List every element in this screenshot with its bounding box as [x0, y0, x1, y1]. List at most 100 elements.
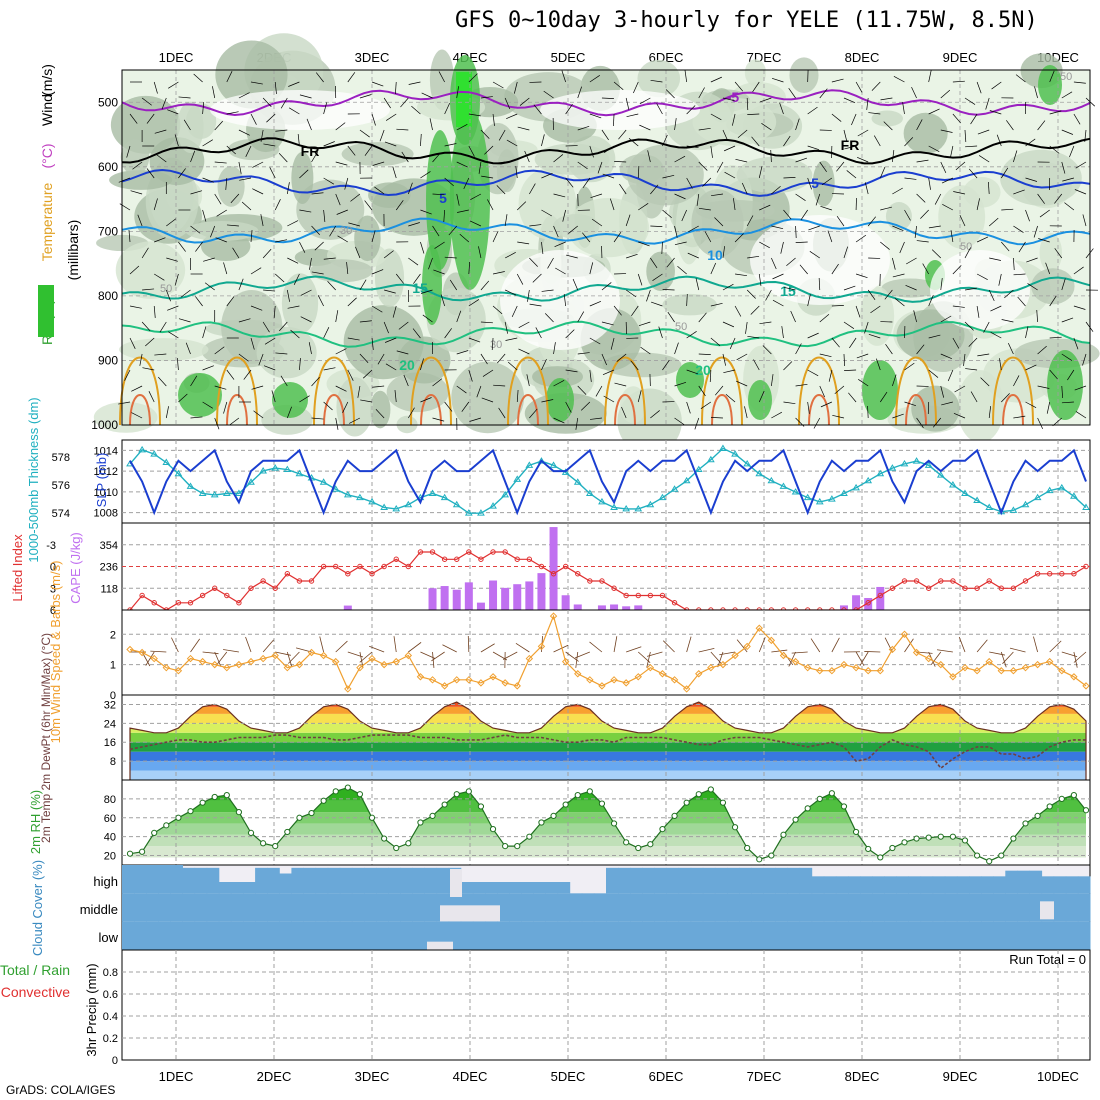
- wind-barb: [831, 337, 840, 348]
- cloud-low-bar: [569, 921, 583, 950]
- wind-barb: [1006, 120, 1014, 131]
- cloud-middle-bar: [932, 893, 946, 922]
- wind-speed-point: [319, 651, 328, 660]
- wind-barb: [590, 193, 603, 199]
- wind-barb: [758, 273, 762, 286]
- wind-barb: [638, 321, 651, 327]
- cloud-high-bar: [1005, 870, 1018, 894]
- cloud-middle-bar: [509, 893, 522, 922]
- wind-barb: [529, 224, 542, 227]
- wind-barb: [214, 161, 227, 164]
- cloud-high-bar: [981, 876, 994, 894]
- wind-barb: [311, 376, 320, 387]
- wind-barb: [601, 321, 614, 326]
- wind-barb: [432, 417, 445, 422]
- rh-low-shade: [540, 90, 700, 130]
- wind-barb: [1061, 401, 1074, 404]
- wind-barb: [662, 134, 668, 147]
- wind-barb: [940, 89, 951, 99]
- wind-barb: [626, 113, 639, 118]
- wind-barb: [371, 81, 384, 87]
- rh-point: [792, 816, 799, 823]
- wind-barb: [274, 273, 285, 283]
- wind-barb: [553, 193, 566, 198]
- wind-barb: [610, 198, 615, 211]
- cloud-high-bar: [557, 882, 571, 894]
- li-point: [998, 585, 1004, 591]
- contour-label: 15: [780, 283, 796, 299]
- wind-barb: [337, 235, 349, 243]
- wind-barb: [772, 299, 784, 307]
- wind-speed-point: [561, 657, 570, 666]
- cloud-low-bar: [1005, 921, 1018, 950]
- wind-barb: [275, 352, 288, 355]
- wind-barb: [493, 384, 506, 387]
- cloud-high-bar: [811, 876, 825, 894]
- wind-speed-point: [816, 667, 824, 675]
- wind-speed-point: [162, 663, 171, 672]
- rh-point: [139, 848, 146, 855]
- wind-barb: [287, 305, 300, 309]
- thickness-point: [513, 475, 522, 482]
- wind-speed-point: [392, 657, 400, 666]
- thickness-point: [331, 485, 340, 492]
- cloud-low-bar: [533, 921, 546, 950]
- cloud-middle-bar: [533, 893, 546, 922]
- wind-barb: [299, 209, 312, 213]
- thickness-point: [525, 461, 534, 468]
- wind-barb: [308, 342, 312, 355]
- thickness-point: [598, 497, 606, 505]
- wind-barb: [506, 113, 518, 120]
- wind-barb: [130, 190, 143, 195]
- wind-barb: [496, 185, 506, 195]
- wind-barb: [1061, 91, 1073, 99]
- rh-point: [126, 850, 134, 857]
- wind-barb: [504, 289, 517, 296]
- li-point: [1022, 578, 1029, 584]
- rh-shade: [115, 241, 186, 299]
- li-point: [913, 578, 920, 584]
- wind-barb: [174, 134, 179, 147]
- wind-barb: [595, 385, 603, 397]
- wind-speed-point: [1033, 660, 1042, 669]
- cloud-low-bar: [981, 921, 994, 950]
- cloud-low-bar: [823, 921, 837, 950]
- wind-barb: [928, 334, 941, 339]
- thickness-point: [186, 482, 195, 489]
- wind-barb: [876, 358, 881, 371]
- rh-contour-label: 50: [960, 241, 972, 253]
- cape-bar: [464, 582, 473, 610]
- wind-barb: [178, 393, 188, 403]
- wind-barb: [459, 233, 470, 243]
- wind-barb: [989, 257, 1002, 261]
- wind-barb: [652, 273, 663, 282]
- wind-barb: [710, 417, 723, 419]
- wind-barb: [243, 369, 252, 380]
- wind-barb: [783, 286, 796, 291]
- wind-barb: [976, 198, 980, 211]
- cloud-middle-bar: [424, 893, 438, 922]
- cloud-middle-bar: [1017, 893, 1030, 922]
- wind-barb: [515, 642, 530, 653]
- cloud-high-bar: [206, 867, 220, 894]
- wind-barb: [154, 353, 167, 356]
- date-label-bottom: 4DEC: [453, 1069, 488, 1084]
- cloud-high-bar: [364, 867, 377, 894]
- wind-barb: [1084, 129, 1087, 142]
- wind-barb: [799, 264, 808, 275]
- wind-barb: [614, 161, 627, 163]
- wind-barb: [323, 141, 335, 147]
- wind-barb: [932, 417, 942, 428]
- wind-speed-point: [622, 679, 630, 687]
- wind-barb: [565, 401, 572, 413]
- wind-speed-point: [1058, 667, 1066, 675]
- wind-barb: [518, 321, 530, 328]
- rh-point: [707, 786, 714, 793]
- wind-barb: [589, 641, 603, 653]
- wind-barb: [317, 295, 324, 307]
- wind-barb: [582, 232, 591, 243]
- wind-barb: [831, 263, 839, 275]
- cloud-middle-bar: [981, 893, 994, 922]
